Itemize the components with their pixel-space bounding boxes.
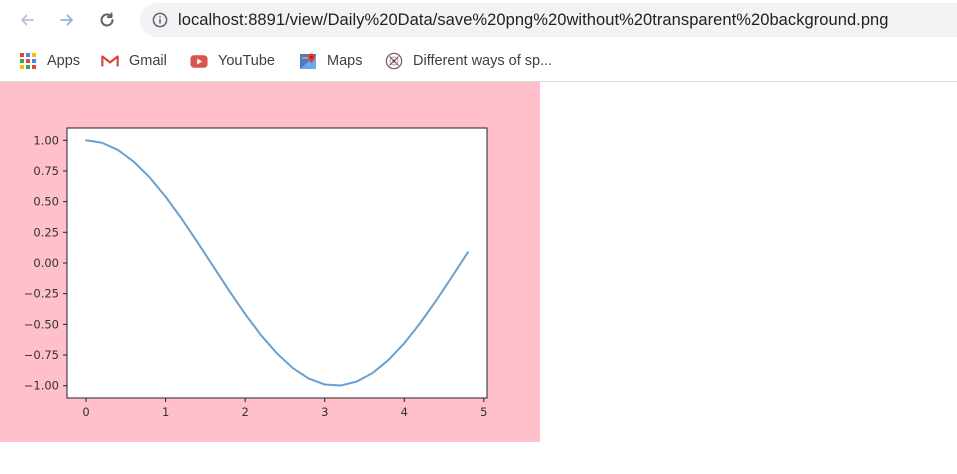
bookmark-label: Gmail <box>129 53 167 69</box>
x-tick-label: 1 <box>162 405 169 419</box>
y-tick-label: 0.25 <box>33 225 59 239</box>
series-line <box>85 139 469 387</box>
bookmark-label: Maps <box>327 53 363 69</box>
page-viewport: 1.00 0.75 0.50 0.25 0.00 −0.25 −0.50 −0.75 −1.00… <box>0 82 957 474</box>
maps-icon <box>299 52 317 70</box>
address-bar[interactable]: localhost:8891/view/Daily%20Data/save%20… <box>140 3 957 37</box>
plot-area <box>67 128 487 398</box>
x-axis: 0 1 2 3 4 5 <box>82 398 487 419</box>
url-text: localhost:8891/view/Daily%20Data/save%20… <box>178 11 889 29</box>
y-tick-label: 1.00 <box>33 133 59 147</box>
y-tick-label: 0.75 <box>33 164 59 178</box>
figure-image[interactable]: 1.00 0.75 0.50 0.25 0.00 −0.25 −0.50 −0.75 −1.00… <box>0 82 540 442</box>
bookmark-gmail[interactable]: Gmail <box>101 50 167 72</box>
x-tick-label: 4 <box>401 405 408 419</box>
gmail-icon <box>101 52 119 70</box>
bookmark-youtube[interactable]: YouTube <box>190 50 275 72</box>
reload-icon <box>100 12 114 27</box>
back-arrow-icon <box>21 14 34 26</box>
back-button[interactable] <box>13 6 41 34</box>
y-tick-label: −0.25 <box>24 287 59 301</box>
reload-button[interactable] <box>93 6 121 34</box>
bookmark-maps[interactable]: Maps <box>299 50 362 72</box>
x-tick-label: 3 <box>321 405 328 419</box>
bookmark-label: Apps <box>47 53 81 69</box>
y-tick-label: −1.00 <box>24 379 59 393</box>
y-tick-label: −0.75 <box>24 348 59 362</box>
browser-toolbar: localhost:8891/view/Daily%20Data/save%20… <box>0 0 957 40</box>
y-axis: 1.00 0.75 0.50 0.25 0.00 −0.25 −0.50 −0.75 −1.00 <box>24 133 67 393</box>
bookmarks-bar: Apps Gmail YouTube <box>0 40 957 82</box>
bookmark-label: Different ways of sp... <box>413 53 553 69</box>
y-tick-label: −0.50 <box>24 317 59 331</box>
y-tick-label: 0.50 <box>33 195 59 209</box>
forward-arrow-icon <box>60 14 73 26</box>
y-tick-label: 0.00 <box>33 256 59 270</box>
x-tick-label: 0 <box>82 405 89 419</box>
bookmark-apps[interactable]: Apps <box>19 50 80 72</box>
plot-frame <box>66 127 488 399</box>
site-info-icon[interactable] <box>152 12 168 28</box>
line-chart: 1.00 0.75 0.50 0.25 0.00 −0.25 −0.50 −0.75 −1.00… <box>24 127 488 419</box>
bookmark-different-ways[interactable]: Different ways of sp... <box>385 50 552 72</box>
site-favicon-icon <box>385 52 403 70</box>
forward-button[interactable] <box>53 6 81 34</box>
x-tick-label: 2 <box>242 405 249 419</box>
apps-grid-icon <box>19 52 37 70</box>
bookmark-label: YouTube <box>218 53 275 69</box>
x-tick-label: 5 <box>480 405 487 419</box>
youtube-icon <box>190 52 208 70</box>
